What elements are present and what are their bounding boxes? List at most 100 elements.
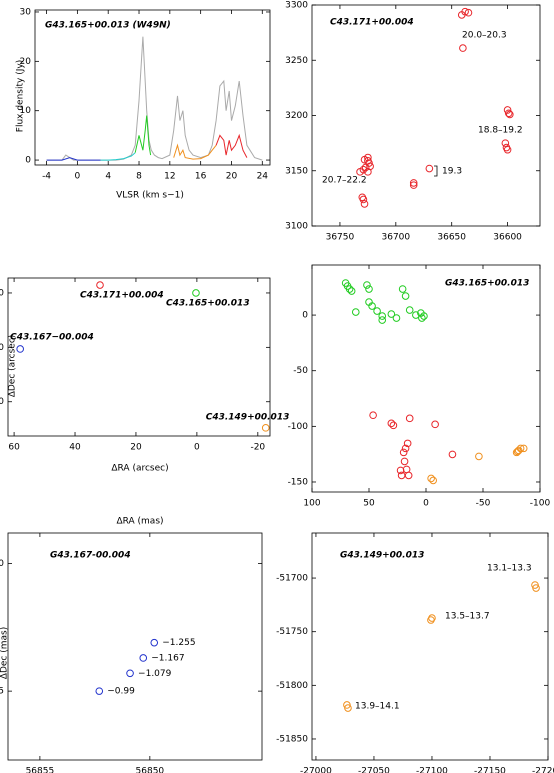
x-tick-label: 12 bbox=[164, 172, 175, 182]
y-tick-label: -51800 bbox=[276, 681, 308, 691]
frame bbox=[34, 9, 271, 166]
point bbox=[351, 308, 360, 316]
point bbox=[126, 669, 134, 678]
point-label: C43.171+00.004 bbox=[80, 291, 164, 301]
point bbox=[397, 471, 406, 480]
y-tick-label: 3100 bbox=[285, 222, 308, 232]
point bbox=[506, 110, 514, 119]
bracket bbox=[434, 165, 438, 177]
y-tick-label: -40 bbox=[0, 397, 4, 407]
point bbox=[344, 704, 352, 712]
point bbox=[513, 447, 522, 456]
y-tick-label: -20970 bbox=[0, 559, 4, 569]
y-axis-label: ΔDec (arcsec) bbox=[8, 335, 18, 398]
point bbox=[398, 285, 407, 293]
point-label: C43.165+00.013 bbox=[166, 298, 250, 308]
point bbox=[96, 281, 104, 289]
y-tick-label: 30 bbox=[20, 7, 32, 17]
x-axis-label: ΔRA (mas) bbox=[116, 517, 163, 527]
point bbox=[427, 474, 435, 483]
y-tick-label: -51700 bbox=[276, 574, 308, 584]
y-tick-label: 3250 bbox=[285, 56, 308, 66]
x-tick-label: 20 bbox=[226, 172, 238, 182]
x-tick-label: 100 bbox=[303, 499, 320, 509]
point bbox=[405, 414, 414, 423]
spectrum-line bbox=[46, 157, 101, 161]
frame bbox=[7, 277, 271, 437]
point bbox=[401, 292, 410, 300]
point bbox=[420, 312, 428, 320]
frame bbox=[311, 532, 549, 761]
point bbox=[343, 701, 351, 709]
x-tick-label: 56855 bbox=[26, 767, 55, 773]
point bbox=[504, 109, 513, 118]
panel-title: G43.165+00.013 bbox=[445, 279, 529, 289]
x-tick-label: 50 bbox=[363, 499, 375, 509]
point bbox=[363, 281, 371, 289]
point bbox=[378, 312, 387, 320]
point bbox=[412, 311, 420, 319]
point bbox=[464, 8, 473, 17]
point bbox=[373, 307, 381, 315]
point bbox=[392, 314, 401, 322]
x-tick-label: -27100 bbox=[416, 767, 448, 773]
point bbox=[427, 616, 435, 624]
point bbox=[503, 145, 512, 154]
x-tick-label: -27050 bbox=[358, 767, 390, 773]
y-axis-label: Flux density (Jy) bbox=[16, 60, 26, 132]
frame bbox=[311, 264, 541, 493]
point bbox=[514, 446, 523, 455]
point bbox=[387, 310, 396, 318]
spectrum-line bbox=[215, 133, 248, 158]
point bbox=[501, 139, 510, 147]
x-axis-label: ΔRA (arcsec) bbox=[111, 464, 168, 474]
point bbox=[360, 200, 369, 208]
point bbox=[139, 654, 148, 662]
point bbox=[403, 439, 412, 448]
y-tick-label: 3300 bbox=[285, 1, 308, 11]
y-tick-label: 0 bbox=[302, 311, 308, 321]
point bbox=[150, 638, 159, 647]
point bbox=[459, 44, 467, 52]
point bbox=[405, 306, 414, 314]
x-tick-label: 0 bbox=[423, 499, 429, 509]
point bbox=[461, 7, 469, 16]
x-axis-label: VLSR (km s−1) bbox=[116, 191, 184, 201]
point bbox=[404, 471, 413, 480]
point bbox=[475, 452, 483, 461]
point bbox=[192, 289, 200, 297]
point bbox=[16, 345, 24, 353]
x-tick-label: 56850 bbox=[136, 767, 165, 773]
y-tick-label: -100 bbox=[288, 422, 309, 432]
panel-title: G43.165+00.013 (W49N) bbox=[45, 21, 171, 31]
y-tick-label: 10 bbox=[20, 106, 32, 116]
x-tick-label: 20 bbox=[130, 443, 142, 453]
y-tick-label: -51850 bbox=[276, 734, 308, 744]
x-tick-label: 4 bbox=[105, 172, 111, 182]
panel-title: G43.149+00.013 bbox=[340, 551, 424, 561]
x-tick-label: 60 bbox=[8, 443, 20, 453]
x-tick-label: -27200 bbox=[532, 767, 554, 773]
point bbox=[347, 287, 356, 295]
point bbox=[429, 476, 437, 485]
frame bbox=[7, 532, 263, 761]
annotation: 19.3 bbox=[442, 167, 462, 177]
panel-title: C43.171+00.004 bbox=[330, 18, 414, 28]
annotation: 18.8–19.2 bbox=[478, 126, 523, 136]
point bbox=[400, 457, 409, 466]
y-axis-label: ΔDec (mas) bbox=[0, 627, 10, 679]
point bbox=[365, 285, 373, 293]
x-tick-label: 8 bbox=[136, 172, 142, 182]
point-label: C43.167−00.004 bbox=[10, 332, 94, 342]
x-tick-label: -27000 bbox=[300, 767, 332, 773]
x-tick-label: -20 bbox=[250, 443, 265, 453]
point bbox=[368, 302, 376, 310]
y-tick-label: -51750 bbox=[276, 627, 308, 637]
x-tick-label: -27150 bbox=[474, 767, 506, 773]
x-tick-label: 16 bbox=[195, 172, 207, 182]
point bbox=[512, 448, 521, 457]
point bbox=[519, 444, 528, 453]
x-tick-label: 0 bbox=[75, 172, 81, 182]
annotation: 13.5–13.7 bbox=[445, 612, 490, 622]
point bbox=[369, 411, 377, 420]
